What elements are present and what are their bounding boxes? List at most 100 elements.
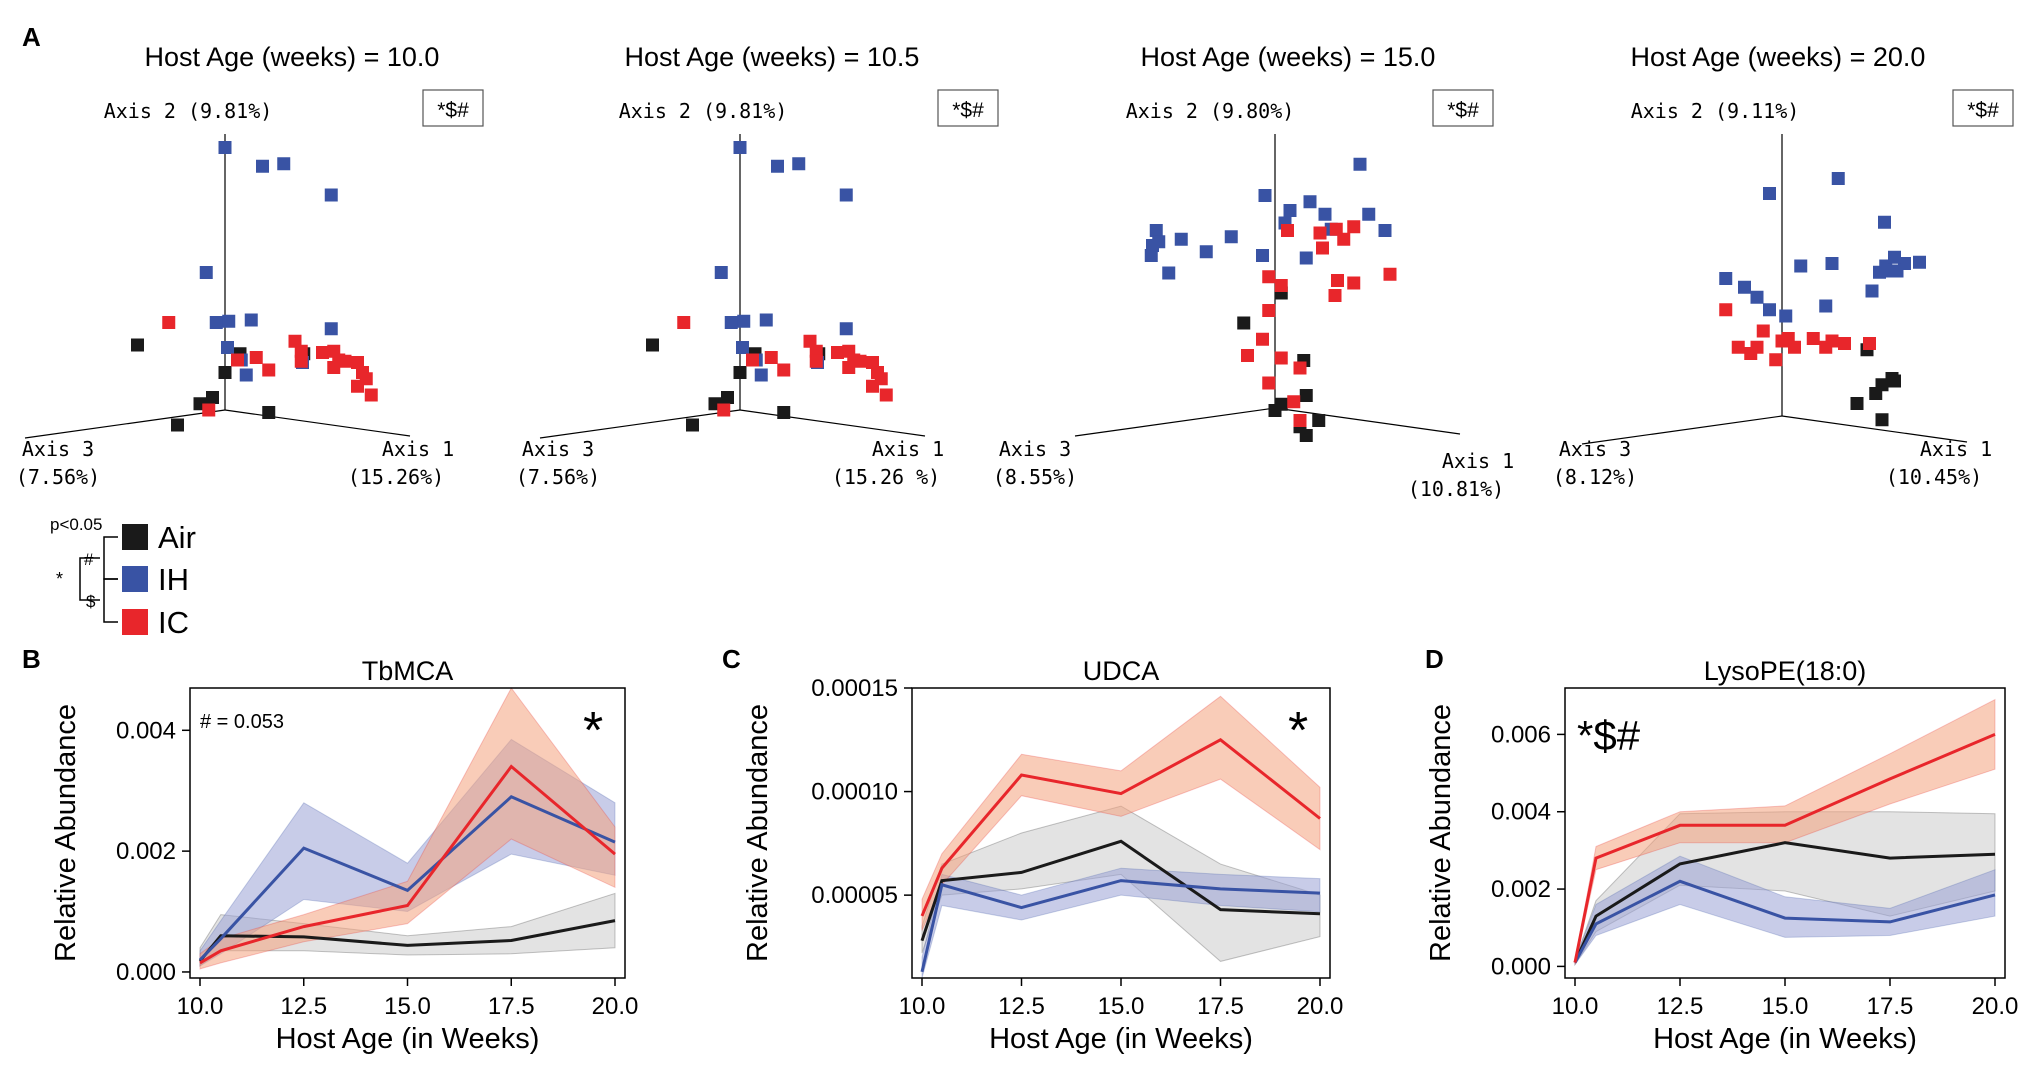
panel-letter-a: A [22, 22, 41, 52]
point-ic [294, 344, 308, 358]
y-tick-label: 0.004 [116, 717, 176, 744]
point-ih [256, 159, 269, 173]
point-ic [1256, 332, 1269, 346]
point-ih [1258, 189, 1272, 202]
point-ic [1274, 279, 1288, 292]
pcoa-title: Host Age (weeks) = 10.5 [625, 42, 920, 72]
point-ic [831, 346, 844, 359]
series-line-air [920, 839, 1321, 942]
point-ih [1825, 257, 1839, 270]
point-ih [1763, 187, 1776, 200]
axis-3-percent: (8.12%) [1553, 465, 1637, 489]
legend-swatch-air [122, 524, 148, 550]
point-ih [1888, 250, 1901, 264]
axis-3-line [1581, 415, 1783, 445]
pcoa-panel-2: Host Age (weeks) = 10.5 *$# Axis 2 (9.81%)… [516, 42, 999, 489]
point-ic [1347, 220, 1361, 234]
point-ic [677, 316, 691, 329]
point-ic [1316, 241, 1329, 255]
point-ih [1146, 239, 1159, 252]
point-ic [262, 363, 276, 377]
point-ih [1299, 251, 1313, 265]
legend-swatch-ih [122, 566, 148, 592]
point-ic [764, 351, 778, 364]
significance-marker: * [583, 702, 603, 760]
y-tick-label: 0.006 [1491, 721, 1551, 748]
significance-text: *$# [1447, 99, 1479, 122]
point-ic [249, 351, 263, 364]
axis-1-percent: (10.45%) [1886, 465, 1982, 489]
point-ic [1262, 376, 1276, 390]
point-air [1850, 397, 1864, 410]
point-ic [1329, 222, 1343, 236]
point-ic [1281, 224, 1294, 237]
point-ic [316, 346, 329, 359]
point-ic [1241, 349, 1254, 362]
legend-label-ic: IC [158, 605, 189, 640]
x-tick-label: 17.5 [1197, 993, 1244, 1020]
axis-3-label: Axis 3 [22, 437, 94, 461]
point-ic [1331, 274, 1344, 287]
significance-marker: * [1288, 702, 1308, 760]
point-air [686, 418, 699, 432]
series-line-ih [198, 795, 616, 961]
point-ic [202, 403, 216, 417]
axis-1-label: Axis 1 [382, 437, 454, 461]
x-tick-label: 12.5 [280, 993, 327, 1020]
point-ih [221, 341, 234, 354]
significance-text: *$# [952, 99, 984, 122]
point-air [777, 406, 791, 419]
point-ic [1262, 270, 1276, 284]
line-panel-d: 10.0 12.5 15.0 17.5 20.0 0.000 0.002 0.004 0.006… [1425, 656, 2018, 1055]
point-ih [324, 188, 338, 202]
point-ih [1149, 224, 1163, 237]
series-line-ih [1573, 879, 1996, 964]
axis-1-percent: (15.26 %) [832, 465, 940, 489]
pcoa-title: Host Age (weeks) = 10.0 [145, 42, 440, 72]
point-ic [803, 334, 817, 348]
legend-bracket-dollar-symbol: $ [86, 592, 96, 611]
point-ih [1865, 284, 1879, 298]
legend-bracket-star-symbol: * [56, 569, 63, 589]
point-ic [364, 388, 378, 402]
x-tick-label: 15.0 [1098, 993, 1145, 1020]
axis-1-line [739, 409, 926, 437]
point-ih [1353, 157, 1367, 171]
axis-2-label: Axis 2 (9.11%) [1631, 99, 1800, 123]
series-line-ic [920, 738, 1321, 917]
x-tick-label: 12.5 [998, 993, 1045, 1020]
axis-2-label: Axis 2 (9.80%) [1126, 99, 1295, 123]
y-axis-label: Relative Abundance [742, 704, 774, 962]
point-air [733, 366, 747, 379]
point-air [1268, 404, 1282, 417]
point-ih [1144, 249, 1158, 262]
point-ih [1378, 224, 1392, 237]
point-ih [1283, 204, 1297, 217]
axis-1-label: Axis 1 [1442, 449, 1514, 473]
significance-box [937, 89, 999, 127]
point-ih [1362, 207, 1376, 221]
point-ic [1293, 361, 1307, 375]
point-ic [853, 354, 867, 368]
significance-box [1432, 89, 1494, 127]
y-tick-label: 0.002 [1491, 876, 1551, 903]
point-ih [759, 313, 773, 327]
axis-3-label: Axis 3 [522, 437, 594, 461]
point-ic [1337, 232, 1351, 246]
point-ic [1274, 351, 1288, 365]
point-ih [792, 157, 806, 171]
legend-swatch-ic [122, 609, 148, 635]
x-tick-label: 12.5 [1657, 993, 1704, 1020]
point-ih [1763, 303, 1776, 317]
series-line-ic [199, 764, 616, 965]
point-ih [1256, 249, 1269, 262]
point-ih [218, 141, 232, 154]
point-ic [1383, 267, 1397, 281]
x-tick-label: 20.0 [1297, 993, 1344, 1020]
y-tick-label: 0.002 [116, 838, 176, 865]
point-air [1875, 413, 1889, 427]
axis-2-label: Axis 2 (9.81%) [104, 99, 273, 123]
point-ih [1779, 309, 1793, 323]
